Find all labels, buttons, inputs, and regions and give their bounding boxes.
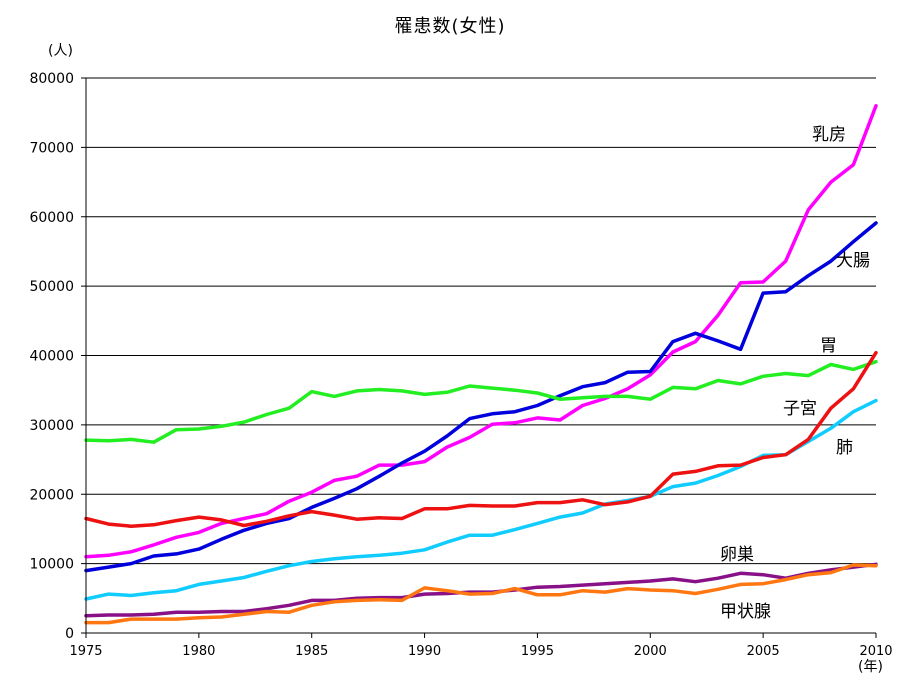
series-label-肺: 肺 [836,438,853,458]
series-lines [84,104,878,625]
series-line-乳房 [84,104,878,559]
y-tick-label: 50000 [29,279,74,295]
gridlines [86,77,876,565]
y-tick-label: 60000 [29,210,74,226]
series-line-肺 [84,350,878,528]
axes [81,77,877,638]
y-tick-label: 70000 [29,140,74,156]
x-tick-label: 1990 [408,644,441,659]
x-tick-label: 2000 [634,644,667,659]
series-label-胃: 胃 [820,336,837,356]
series-label-卵巣: 卵巣 [720,545,754,565]
y-tick-label: 10000 [29,557,74,573]
tick-labels: 0 10000 20000 30000 40000 50000 60000 70000 8000… [29,71,892,659]
series-line-胃 [84,359,878,444]
series-line-甲状腺 [84,563,878,625]
x-tick-label: 1975 [69,644,102,659]
y-tick-label: 30000 [29,418,74,434]
series-label-甲状腺: 甲状腺 [720,602,771,622]
y-axis-unit-label: (人) [48,43,73,59]
x-tick-label: 1980 [182,644,215,659]
y-tick-label: 20000 [29,487,74,503]
y-tick-label: 0 [65,626,74,642]
y-tick-label: 80000 [29,71,74,87]
chart-title: 罹患数(女性) [394,16,506,37]
x-tick-label: 1995 [521,644,554,659]
y-tick-label: 40000 [29,349,74,365]
series-label-大腸: 大腸 [836,251,870,271]
series-label-子宮: 子宮 [783,399,817,419]
series-line-大腸 [84,221,878,573]
x-tick-label: 2005 [747,644,780,659]
x-axis-unit-label: (年) [858,659,883,675]
series-label-乳房: 乳房 [812,125,846,145]
x-tick-label: 2010 [859,644,892,659]
x-tick-label: 1985 [295,644,328,659]
